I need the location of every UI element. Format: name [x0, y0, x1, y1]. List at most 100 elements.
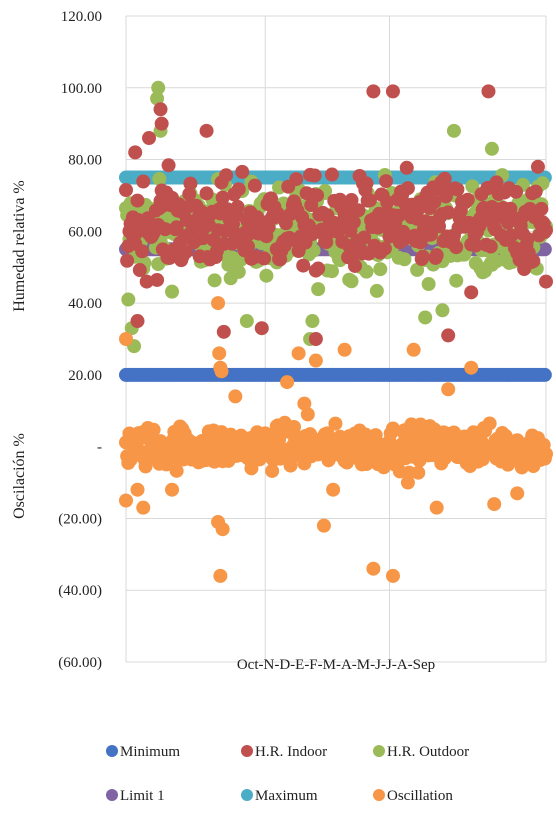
legend-label: Minimum — [120, 744, 180, 760]
h-r-indoor-point — [520, 231, 535, 246]
h-r-outdoor-point — [239, 314, 254, 329]
h-r-indoor-point — [379, 174, 394, 189]
y-axis-title-bottom: Oscilación % — [11, 433, 28, 519]
gridlines — [125, 15, 547, 663]
legend-label: Oscillation — [387, 788, 453, 804]
h-r-outdoor-point — [121, 292, 136, 307]
h-r-indoor-point — [534, 201, 549, 216]
h-r-indoor-point — [153, 102, 168, 117]
h-r-outdoor-point — [207, 273, 222, 288]
legend-label: Maximum — [255, 788, 318, 804]
h-r-outdoor-point — [359, 264, 374, 279]
oscillation-point — [441, 382, 456, 397]
h-r-outdoor-point — [435, 303, 450, 318]
h-r-indoor-point — [296, 258, 311, 273]
h-r-indoor-point — [240, 239, 255, 254]
h-r-outdoor-point — [165, 284, 180, 299]
oscillation-point — [328, 416, 343, 431]
oscillation-point — [119, 332, 133, 346]
oscillation-point — [482, 416, 497, 431]
oscillation-point — [215, 522, 230, 537]
y-tick-label: 20.00 — [68, 368, 102, 384]
oscillation-point — [366, 561, 381, 576]
h-r-indoor-point — [257, 251, 272, 266]
y-tick-label: (60.00) — [58, 655, 102, 671]
oscillation-point — [539, 446, 553, 461]
h-r-indoor-point — [366, 84, 381, 99]
oscillation-point — [169, 463, 184, 478]
h-r-indoor-point — [359, 176, 374, 191]
h-r-indoor-point — [270, 206, 285, 221]
h-r-outdoor-point — [324, 264, 339, 279]
oscillation-point — [326, 482, 341, 497]
h-r-indoor-point — [509, 184, 524, 199]
h-r-indoor-point — [235, 164, 250, 179]
h-r-indoor-point — [158, 222, 173, 237]
oscillation-point — [228, 389, 243, 404]
h-r-indoor-point — [449, 240, 464, 255]
oscillation-point — [211, 296, 226, 311]
h-r-indoor-point — [142, 131, 157, 146]
oscillation-point — [291, 346, 306, 361]
legend-label: Limit 1 — [120, 788, 165, 804]
h-r-indoor-point — [182, 187, 197, 202]
oscillation-point — [283, 458, 298, 473]
oscillation-point — [214, 364, 229, 379]
h-r-outdoor-point — [484, 141, 499, 156]
h-r-indoor-point — [357, 230, 372, 245]
h-r-indoor-point — [441, 328, 456, 343]
h-r-indoor-point — [351, 203, 366, 218]
h-r-indoor-point — [437, 171, 452, 186]
h-r-indoor-point — [231, 182, 246, 197]
legend-marker — [373, 745, 385, 757]
h-r-indoor-point — [483, 239, 498, 254]
h-r-indoor-point — [489, 175, 504, 190]
y-tick-labels: 120.00 100.00 80.00 60.00 40.00 20.00 - (20.00)… — [58, 9, 102, 671]
y-axis-title-top: Humedad relativa % — [11, 180, 28, 312]
y-tick-label: 100.00 — [61, 81, 102, 97]
y-tick-label: 60.00 — [68, 224, 102, 240]
h-r-outdoor-point — [231, 264, 246, 279]
h-r-indoor-point — [130, 193, 145, 208]
oscillation-point — [429, 500, 444, 515]
h-r-indoor-point — [468, 238, 483, 253]
h-r-indoor-point — [526, 254, 541, 269]
oscillation-point — [265, 463, 280, 478]
oscillation-point — [136, 500, 151, 515]
h-r-outdoor-point — [369, 283, 384, 298]
h-r-indoor-point — [216, 324, 231, 339]
h-r-indoor-point — [528, 184, 543, 199]
h-r-indoor-point — [199, 123, 214, 138]
legend: Minimum H.R. Indoor H.R. Outdoor Limit 1 Max… — [106, 744, 469, 804]
h-r-indoor-point — [161, 158, 176, 173]
h-r-indoor-point — [128, 145, 143, 160]
h-r-indoor-point — [183, 176, 198, 191]
h-r-indoor-point — [215, 190, 230, 205]
y-tick-label: 40.00 — [68, 296, 102, 312]
h-r-indoor-point — [308, 332, 323, 346]
h-r-indoor-point — [230, 199, 245, 214]
h-r-indoor-point — [136, 174, 151, 189]
oscillation-point — [212, 346, 227, 361]
h-r-outdoor-point — [344, 274, 359, 289]
h-r-indoor-point — [441, 205, 456, 220]
minimum-point — [537, 367, 552, 382]
h-r-indoor-point — [400, 181, 415, 196]
h-r-indoor-point — [399, 160, 414, 175]
h-r-indoor-point — [429, 248, 444, 263]
oscillation-point — [130, 482, 145, 497]
y-tick-label: - — [97, 440, 102, 456]
h-r-indoor-point — [119, 183, 133, 198]
h-r-indoor-point — [135, 244, 150, 259]
h-r-indoor-point — [415, 249, 430, 264]
y-tick-label: (40.00) — [58, 583, 102, 599]
h-r-outdoor-point — [421, 277, 436, 292]
h-r-indoor-point — [460, 192, 475, 207]
h-r-indoor-point — [346, 215, 361, 230]
h-r-indoor-point — [219, 168, 234, 183]
h-r-indoor-point — [450, 182, 465, 197]
h-r-outdoor-point — [151, 80, 166, 95]
oscillation-point — [308, 353, 323, 368]
